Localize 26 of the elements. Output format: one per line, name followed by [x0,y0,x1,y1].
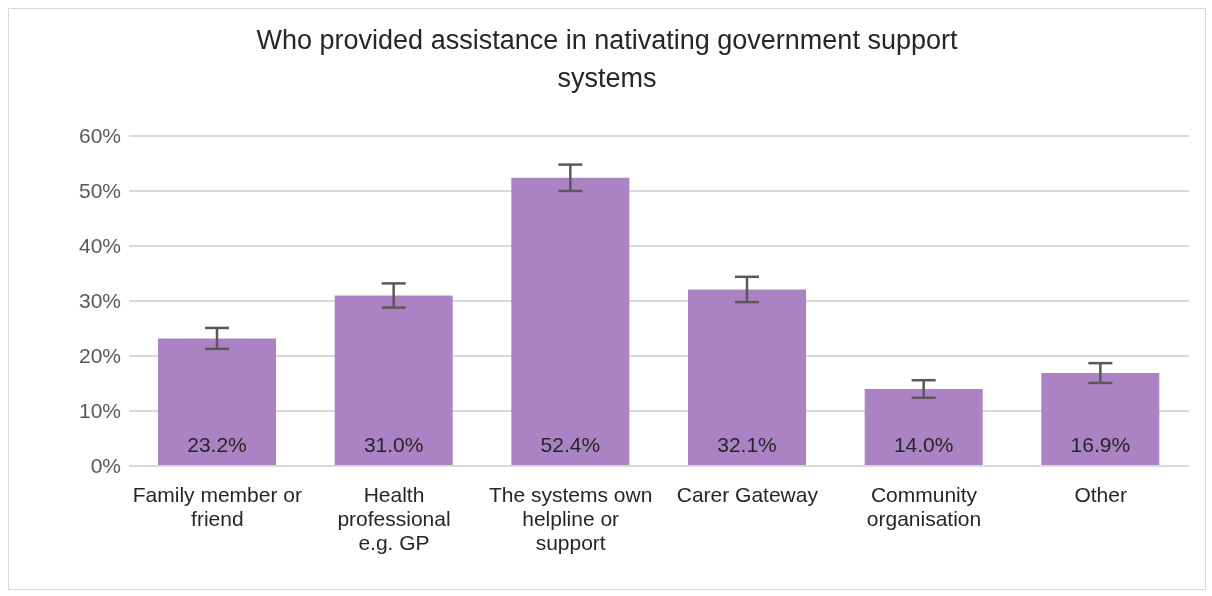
y-tick-label: 30% [78,289,121,313]
data-label: 14.0% [893,433,954,456]
y-tick-label: 60% [78,124,121,148]
data-label: 31.0% [363,433,424,456]
x-tick-label: Carer Gateway [676,483,819,506]
x-tick-label: Community organisation [866,483,982,530]
data-label: 32.1% [717,433,777,456]
y-tick-label: 50% [78,179,121,203]
data-label: 23.2% [187,433,247,456]
bar [1041,373,1160,466]
data-label: 52.4% [540,433,601,456]
bar [511,177,630,466]
chart-title: Who provided assistance in nativating government support systems [255,24,959,95]
y-tick-label: 40% [78,234,121,258]
y-tick-label: 0% [90,454,121,478]
x-tick-label: Health professional e.g. GP [337,483,451,554]
bar [688,289,806,466]
y-tick-label: 20% [78,344,121,368]
y-tick-label: 10% [78,399,121,423]
bar [334,295,453,466]
x-tick-label: The systems own helpline or support [488,483,653,554]
x-tick-label: Family member or friend [132,483,302,530]
bar [158,338,276,466]
x-tick-label: Other [1074,483,1127,506]
bar [864,389,983,466]
data-label: 16.9% [1070,433,1131,456]
